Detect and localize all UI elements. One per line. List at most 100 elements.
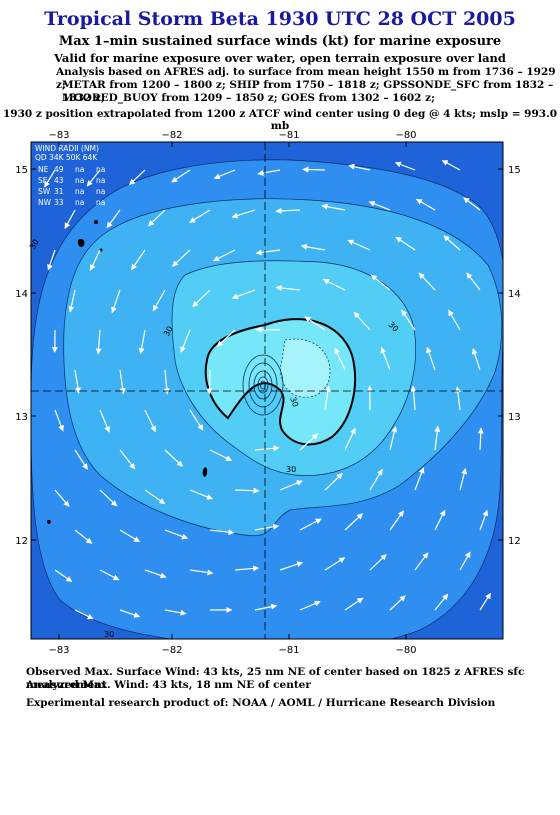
wind-vector-arrow (353, 311, 371, 331)
wind-vector-arrow (164, 529, 189, 540)
wind-vector-arrow (209, 449, 233, 462)
wind-radii-row: SW 31 na na (38, 187, 105, 196)
wind-vector-arrow (163, 369, 170, 395)
map-subtitle: Max 1–min sustained surface winds (kt) f… (58, 34, 502, 49)
wind-vector-arrow (164, 449, 184, 467)
wind-vector-arrow (144, 489, 166, 505)
contour-label: 30 (28, 238, 41, 251)
wind-vector-arrow (152, 289, 166, 312)
wind-band-5 (280, 338, 331, 398)
wind-vector-arrow (99, 569, 120, 581)
wind-vector-arrow (74, 369, 81, 394)
wind-vector-arrow (348, 163, 371, 171)
islands (46, 220, 208, 524)
wind-vector-arrow (255, 249, 281, 256)
wind-vector-arrow (254, 523, 280, 531)
quadrant: NW (38, 198, 52, 207)
wind-vector-arrow (443, 235, 461, 251)
wind-vector-arrow (44, 169, 56, 188)
analyzed-max-wind: Analyzed Max. Wind: 43 kts, 18 nm NE of … (26, 679, 311, 691)
lat-tick-label: 15 (15, 165, 28, 176)
wind-vector-arrow (130, 249, 146, 271)
wind-vector-arrow (370, 274, 391, 291)
wind-vector-arrow (138, 329, 146, 355)
wind-vector-arrow (426, 346, 436, 371)
wind-vector-arrow (299, 433, 319, 451)
lon-tick-label: −81 (278, 130, 299, 141)
wind-vector-arrow (234, 487, 260, 494)
lat-tick-label: 12 (508, 536, 521, 547)
analysis-line-1: Analysis based on AFRES adj. to surface … (56, 66, 556, 91)
wind-vector-arrow (74, 529, 93, 544)
wind-vector-arrow (344, 513, 364, 531)
wind-vector-arrow (119, 449, 136, 470)
wind-radii-table: WIND RADII (NM) QD 34K 50K 64K NE 49 na … (35, 144, 105, 207)
wind-vector-arrow (172, 249, 191, 267)
wind-vector-arrow (89, 249, 101, 271)
wind-vector-arrow (466, 272, 481, 291)
analysis-line-2: METAR from 1200 – 1800 z; SHIP from 1750… (62, 79, 554, 104)
wind-vector-arrow (347, 239, 371, 251)
wind-vector-arrow (119, 529, 141, 543)
radius-34k: 43 (54, 176, 64, 185)
wind-vector-arrow (54, 409, 64, 432)
wind-vector-arrow (477, 427, 484, 451)
page-title: Tropical Storm Beta 1930 UTC 28 OCT 2005 (44, 8, 516, 30)
wind-vector-arrow (254, 603, 278, 611)
wind-vector-arrow (234, 565, 260, 572)
wind-vector-arrow (300, 243, 326, 251)
lat-tick-label: 12 (15, 536, 28, 547)
wind-vector-arrow (275, 285, 301, 291)
storm-center-rings (242, 354, 284, 416)
wind-vector-arrow (401, 309, 416, 331)
radius-50k: na (75, 187, 84, 196)
wind-vector-arrow (324, 472, 343, 491)
contour-labels: 30 30 30 30 30 30 (28, 238, 400, 639)
wind-vector-arrow (418, 272, 436, 291)
quadrant: SE (38, 176, 48, 185)
wind-vector-arrow (463, 197, 481, 211)
wind-vector-arrow (344, 427, 356, 451)
wind-vector-arrow (389, 426, 398, 451)
radius-64k: na (96, 187, 105, 196)
wind-vector-arrow (479, 509, 489, 531)
island-2 (94, 220, 98, 224)
wind-vector-arrow (334, 347, 346, 371)
wind-vector-arrow (434, 509, 446, 531)
wind-vector-arrow (414, 552, 429, 571)
wind-vector-arrow (189, 409, 204, 431)
wind-vector-arrow (95, 329, 102, 355)
lon-tick-label: −82 (161, 645, 182, 656)
radius-34k: 33 (54, 198, 64, 207)
wind-vector-arrow (54, 569, 73, 583)
research-credit: Experimental research product of: NOAA /… (26, 697, 496, 709)
wind-radii-row: NE 49 na na (38, 165, 105, 174)
map-subtitle-2: Valid for marine exposure over water, op… (54, 51, 506, 65)
wind-vector-arrow (119, 369, 126, 395)
wind-vector-arrow (302, 166, 326, 173)
wind-vectors (44, 159, 492, 620)
wind-vector-arrow (279, 561, 304, 571)
wind-vector-arrow (99, 489, 118, 507)
wind-vector-arrow (111, 289, 121, 314)
wind-vector-arrow (344, 597, 364, 611)
radius-34k: 49 (54, 165, 64, 174)
wind-vector-arrow (275, 207, 301, 214)
lat-tick-label: 15 (508, 165, 521, 176)
wind-vector-arrow (471, 348, 481, 371)
radius-50k: na (75, 165, 84, 174)
wind-vector-arrow (216, 329, 236, 347)
wind-vector-arrow (395, 236, 416, 251)
latitude-ticks-right: 15 14 13 12 (508, 165, 521, 547)
wind-vector-arrow (86, 169, 101, 187)
wind-vector-arrow (189, 209, 211, 223)
quadrant: SW (38, 187, 51, 196)
wind-vector-arrow (99, 409, 110, 433)
lat-tick-label: 13 (508, 412, 521, 423)
observed-max-wind: Observed Max. Surface Wind: 43 kts, 25 n… (26, 666, 525, 691)
tick-marks (31, 142, 503, 639)
wind-vector-arrow (389, 595, 406, 611)
wind-radii-row: NW 33 na na (38, 198, 105, 207)
wind-vector-arrow (164, 609, 187, 616)
map-frame (30, 141, 504, 640)
